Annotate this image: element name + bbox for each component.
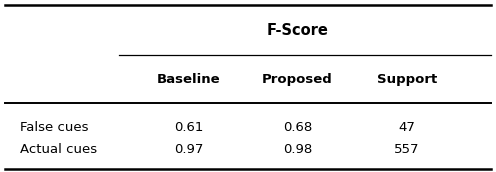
- Text: F-Score: F-Score: [267, 23, 328, 39]
- Text: 0.61: 0.61: [174, 121, 203, 134]
- Text: 0.98: 0.98: [283, 143, 312, 156]
- Text: Actual cues: Actual cues: [20, 143, 97, 156]
- Text: Baseline: Baseline: [157, 73, 220, 86]
- Text: False cues: False cues: [20, 121, 88, 134]
- Text: Proposed: Proposed: [262, 73, 333, 86]
- Text: 47: 47: [398, 121, 415, 134]
- Text: 0.97: 0.97: [174, 143, 203, 156]
- Text: 0.68: 0.68: [283, 121, 312, 134]
- Text: 557: 557: [394, 143, 420, 156]
- Text: Support: Support: [376, 73, 437, 86]
